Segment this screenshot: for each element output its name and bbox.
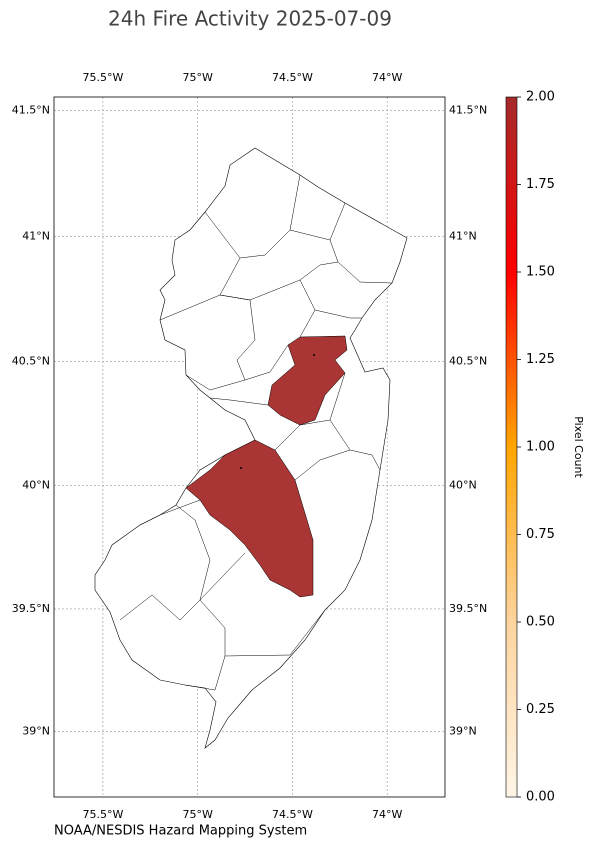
y-tick-label: 40°N xyxy=(449,479,477,492)
y-tick-label: 39°N xyxy=(449,724,477,737)
y-tick-label: 41.5°N xyxy=(449,103,487,116)
colorbar-tick-label: 0.50 xyxy=(526,615,555,630)
x-tick-label: 75°W xyxy=(182,808,212,821)
x-tick-label: 74.5°W xyxy=(272,808,313,821)
colorbar-label: Pixel Count xyxy=(572,416,585,478)
fire-point xyxy=(240,467,242,469)
fire-county xyxy=(185,439,314,598)
y-tick-label: 41°N xyxy=(22,229,50,242)
colorbar-tick-label: 1.00 xyxy=(526,440,555,455)
x-tick-label: 75°W xyxy=(182,71,212,84)
colorbar-tick-label: 1.50 xyxy=(526,265,555,280)
fire-point xyxy=(313,354,315,356)
y-tick-label: 41.5°N xyxy=(12,103,50,116)
y-tick-label: 39.5°N xyxy=(449,602,487,615)
colorbar-tick-label: 0.00 xyxy=(526,790,555,805)
colorbar-tick-label: 2.00 xyxy=(526,90,555,105)
y-tick-label: 41°N xyxy=(449,229,477,242)
x-tick-label: 74.5°W xyxy=(272,71,313,84)
y-tick-label: 40.5°N xyxy=(449,355,487,368)
county-lines xyxy=(119,174,393,691)
colorbar xyxy=(505,96,518,798)
colorbar-tick-label: 0.75 xyxy=(526,527,555,542)
y-tick-label: 39°N xyxy=(22,724,50,737)
x-tick-label: 75.5°W xyxy=(82,71,123,84)
y-tick-label: 39.5°N xyxy=(12,602,50,615)
colorbar-tick-label: 1.75 xyxy=(526,177,555,192)
x-tick-label: 74°W xyxy=(372,71,402,84)
colorbar-tick-label: 0.25 xyxy=(526,702,555,717)
y-tick-label: 40.5°N xyxy=(12,355,50,368)
source: NOAA/NESDIS Hazard Mapping System xyxy=(54,824,307,839)
x-tick-label: 74°W xyxy=(372,808,402,821)
y-tick-label: 40°N xyxy=(22,479,50,492)
map-frame xyxy=(53,96,446,798)
fire-county xyxy=(267,335,348,426)
title: 24h Fire Activity 2025-07-09 xyxy=(108,7,392,31)
colorbar-tick-label: 1.25 xyxy=(526,352,555,367)
x-tick-label: 75.5°W xyxy=(82,808,123,821)
